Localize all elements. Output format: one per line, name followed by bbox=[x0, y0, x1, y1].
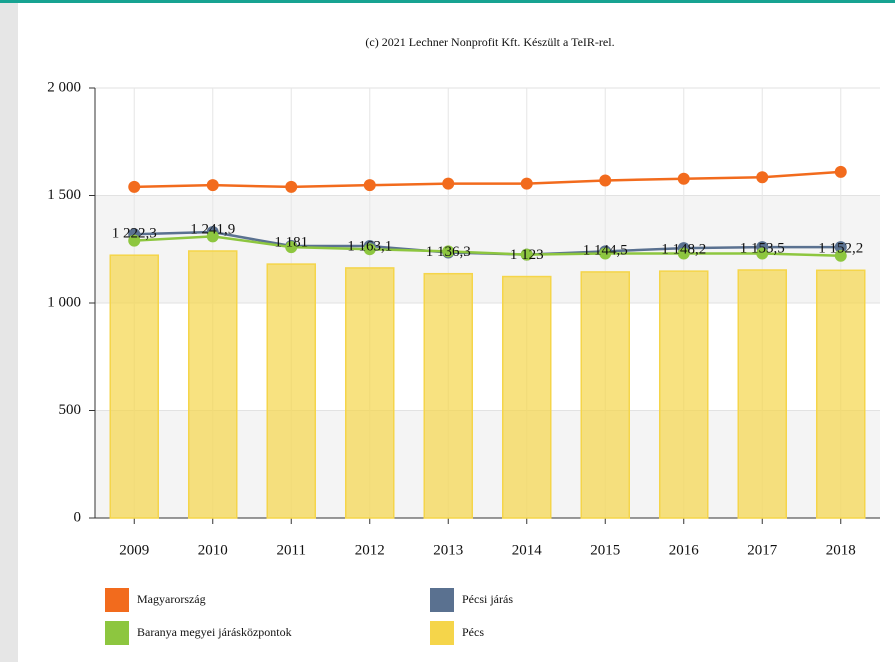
value-label: 1 241,9 bbox=[190, 221, 235, 237]
bar bbox=[816, 269, 866, 519]
bar bbox=[266, 263, 316, 519]
point bbox=[677, 172, 690, 185]
point bbox=[206, 230, 219, 243]
x-tick-label: 2016 bbox=[669, 542, 700, 558]
x-tick-label: 2012 bbox=[355, 542, 385, 558]
x-tick-label: 2017 bbox=[747, 542, 778, 558]
value-label: 1 153,5 bbox=[740, 240, 785, 256]
value-label: 1 181 bbox=[274, 235, 308, 251]
point bbox=[206, 179, 219, 192]
bar bbox=[423, 272, 473, 519]
bar bbox=[188, 250, 238, 519]
y-tick-label: 2 000 bbox=[47, 79, 81, 95]
value-label: 1 148,2 bbox=[661, 242, 706, 258]
value-label: 1 222,3 bbox=[112, 226, 157, 242]
point bbox=[599, 174, 612, 187]
point bbox=[285, 180, 298, 193]
point bbox=[834, 249, 847, 262]
point bbox=[599, 247, 612, 260]
point bbox=[756, 171, 769, 184]
y-tick-label: 1 500 bbox=[47, 187, 81, 203]
value-label: 1 163,1 bbox=[347, 238, 392, 254]
point bbox=[677, 247, 690, 260]
legend-swatch bbox=[430, 588, 454, 612]
point bbox=[756, 247, 769, 260]
chart-subtitle: (c) 2021 Lechner Nonprofit Kft. Készült … bbox=[365, 35, 614, 49]
point bbox=[285, 241, 298, 254]
point bbox=[520, 248, 533, 261]
x-tick-label: 2018 bbox=[826, 542, 856, 558]
bar bbox=[659, 270, 709, 519]
legend-label: Baranya megyei járásközpontok bbox=[137, 625, 292, 639]
line bbox=[134, 235, 841, 257]
point bbox=[442, 245, 455, 258]
point bbox=[834, 165, 847, 178]
legend-label: Pécsi járás bbox=[462, 592, 513, 606]
line bbox=[134, 170, 841, 189]
bar bbox=[345, 267, 395, 519]
top-border bbox=[0, 0, 895, 3]
side-strip bbox=[0, 0, 18, 662]
legend-swatch bbox=[430, 621, 454, 645]
bar bbox=[580, 271, 630, 519]
bar bbox=[502, 275, 552, 519]
value-label: 1 136,3 bbox=[426, 244, 471, 260]
value-label: 1 144,5 bbox=[583, 242, 628, 258]
x-tick-label: 2010 bbox=[198, 542, 228, 558]
legend-swatch bbox=[105, 621, 129, 645]
y-tick-label: 500 bbox=[59, 402, 82, 418]
x-tick-label: 2009 bbox=[119, 542, 149, 558]
x-tick-label: 2013 bbox=[433, 542, 463, 558]
point bbox=[363, 243, 376, 256]
legend-label: Pécs bbox=[462, 625, 484, 639]
x-tick-label: 2011 bbox=[277, 542, 306, 558]
legend-label: Magyarország bbox=[137, 592, 206, 606]
value-label: 1 123 bbox=[510, 247, 544, 263]
point bbox=[128, 180, 141, 193]
point bbox=[442, 177, 455, 190]
y-tick-label: 1 000 bbox=[47, 294, 81, 310]
legend-swatch bbox=[105, 588, 129, 612]
bar bbox=[109, 254, 159, 519]
bar bbox=[737, 269, 787, 519]
x-tick-label: 2014 bbox=[512, 542, 543, 558]
value-label: 1 152,2 bbox=[818, 241, 863, 257]
point bbox=[834, 241, 847, 254]
point bbox=[128, 234, 141, 247]
point bbox=[520, 177, 533, 190]
point bbox=[363, 179, 376, 192]
y-tick-label: 0 bbox=[74, 509, 82, 525]
x-tick-label: 2015 bbox=[590, 542, 620, 558]
